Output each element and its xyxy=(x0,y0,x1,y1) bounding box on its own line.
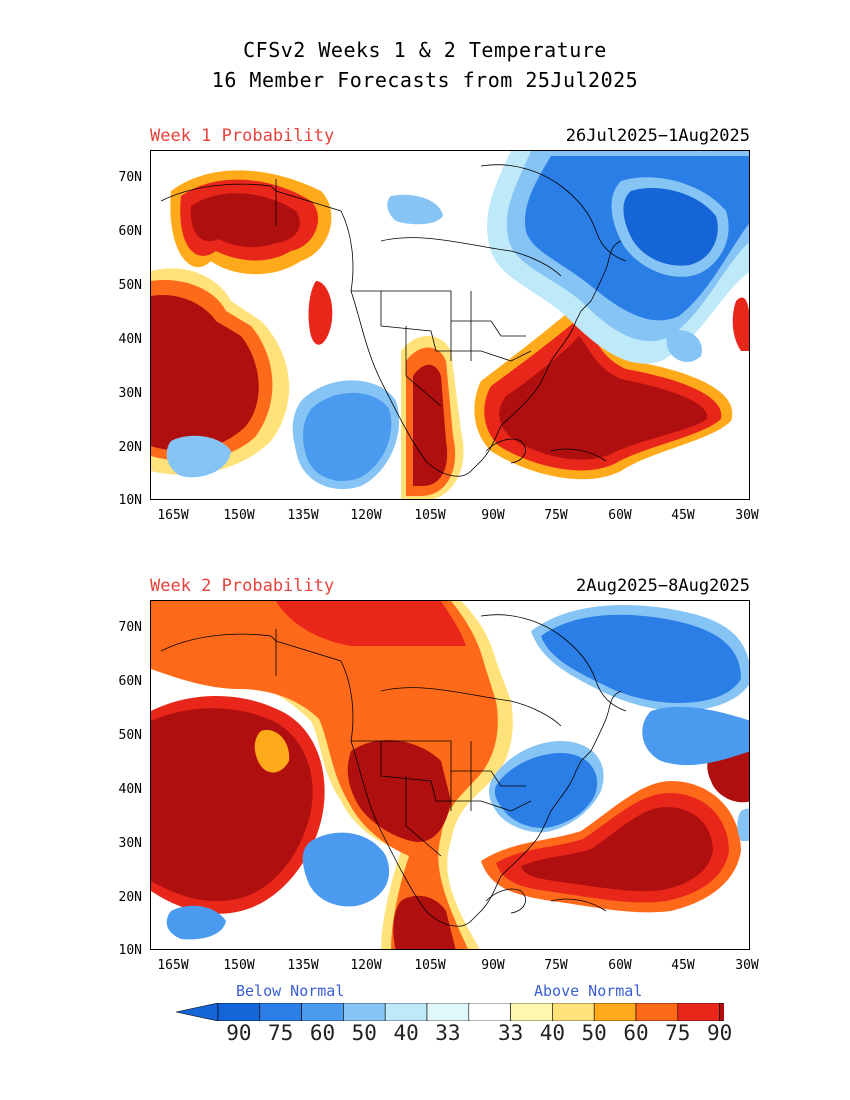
legend-value-label: 75 xyxy=(268,1021,294,1045)
legend-above-normal-label: Above Normal xyxy=(534,982,643,1000)
legend-value-label: 50 xyxy=(351,1021,377,1045)
legend-value-label: 40 xyxy=(393,1021,419,1045)
week2-map xyxy=(150,600,750,950)
legend-below-normal-label: Below Normal xyxy=(236,982,345,1000)
week1-map xyxy=(150,150,750,500)
week1-lat-20n: 20N xyxy=(118,440,142,455)
week2-coastlines xyxy=(160,614,627,927)
week2-dates: 2Aug2025−8Aug2025 xyxy=(576,576,750,596)
legend-value-label: 75 xyxy=(665,1021,691,1045)
legend-value-label: 50 xyxy=(581,1021,607,1045)
week1-lon-165w: 165W xyxy=(157,508,189,523)
colorbar-cell xyxy=(677,1003,720,1021)
colorbar-cell xyxy=(217,1003,261,1021)
colorbar-cell xyxy=(301,1003,344,1021)
week1-lon-135w: 135W xyxy=(287,508,319,523)
week2-lon-30w: 30W xyxy=(735,958,759,973)
week1-lon-105w: 105W xyxy=(414,508,446,523)
colorbar-cell xyxy=(468,1003,511,1021)
week2-below-normal-areas xyxy=(166,605,749,940)
colorbar-cell xyxy=(259,1003,302,1021)
colorbar-cell xyxy=(343,1003,386,1021)
colorbar-cell xyxy=(384,1003,428,1021)
week2-lat-40n: 40N xyxy=(118,782,142,797)
week1-lon-120w: 120W xyxy=(350,508,382,523)
week1-dates: 26Jul2025−1Aug2025 xyxy=(565,126,750,146)
legend-value-label: 33 xyxy=(435,1021,461,1045)
week1-below-normal-areas xyxy=(166,151,749,490)
legend-colorbar xyxy=(176,1003,724,1021)
colorbar-cell xyxy=(635,1003,679,1021)
week2-lon-45w: 45W xyxy=(671,958,695,973)
week1-lat-60n: 60N xyxy=(118,224,142,239)
week2-lat-60n: 60N xyxy=(118,674,142,689)
week1-above-normal-areas xyxy=(151,167,749,499)
week1-lat-50n: 50N xyxy=(118,278,142,293)
week1-lat-10n: 10N xyxy=(118,493,142,508)
week2-lon-135w: 135W xyxy=(287,958,319,973)
week1-lon-150w: 150W xyxy=(223,508,255,523)
legend-value-label: 90 xyxy=(706,1021,733,1045)
week2-lon-105w: 105W xyxy=(414,958,446,973)
legend-value-label: 90 xyxy=(226,1021,252,1045)
week1-lon-60w: 60W xyxy=(608,508,632,523)
legend-value-label: 60 xyxy=(309,1021,336,1045)
week2-lat-10n: 10N xyxy=(118,943,142,958)
week2-lon-150w: 150W xyxy=(223,958,255,973)
week2-label: Week 2 Probability xyxy=(150,576,335,596)
week2-lon-120w: 120W xyxy=(350,958,382,973)
figure-title-line1: CFSv2 Weeks 1 & 2 Temperature xyxy=(243,38,607,62)
colorbar-cell xyxy=(552,1003,595,1021)
colorbar-cell xyxy=(510,1003,553,1021)
week1-lon-30w: 30W xyxy=(735,508,759,523)
colorbar-cell xyxy=(426,1003,470,1021)
week2-lon-75w: 75W xyxy=(544,958,568,973)
colorbar-cell xyxy=(593,1003,637,1021)
week2-lon-60w: 60W xyxy=(608,958,632,973)
colorbar-left-arrow xyxy=(176,1003,219,1021)
week2-lat-20n: 20N xyxy=(118,890,142,905)
legend-value-label: 60 xyxy=(623,1021,649,1045)
week1-coastlines xyxy=(160,164,627,477)
week2-lat-50n: 50N xyxy=(118,728,142,743)
colorbar-cell xyxy=(719,1003,724,1021)
legend-value-label: 33 xyxy=(497,1021,524,1045)
week2-lon-165w: 165W xyxy=(157,958,189,973)
week1-lat-30n: 30N xyxy=(118,386,142,401)
week1-lon-90w: 90W xyxy=(481,508,505,523)
week1-lon-75w: 75W xyxy=(544,508,568,523)
figure-title-line2: 16 Member Forecasts from 25Jul2025 xyxy=(211,68,639,92)
week2-lat-30n: 30N xyxy=(118,836,142,851)
week2-lon-90w: 90W xyxy=(481,958,505,973)
legend-value-label: 40 xyxy=(539,1021,566,1045)
week1-lon-45w: 45W xyxy=(671,508,695,523)
week2-lat-70n: 70N xyxy=(118,620,142,635)
week1-lat-40n: 40N xyxy=(118,332,142,347)
week1-lat-70n: 70N xyxy=(118,170,142,185)
week1-label: Week 1 Probability xyxy=(150,126,335,146)
